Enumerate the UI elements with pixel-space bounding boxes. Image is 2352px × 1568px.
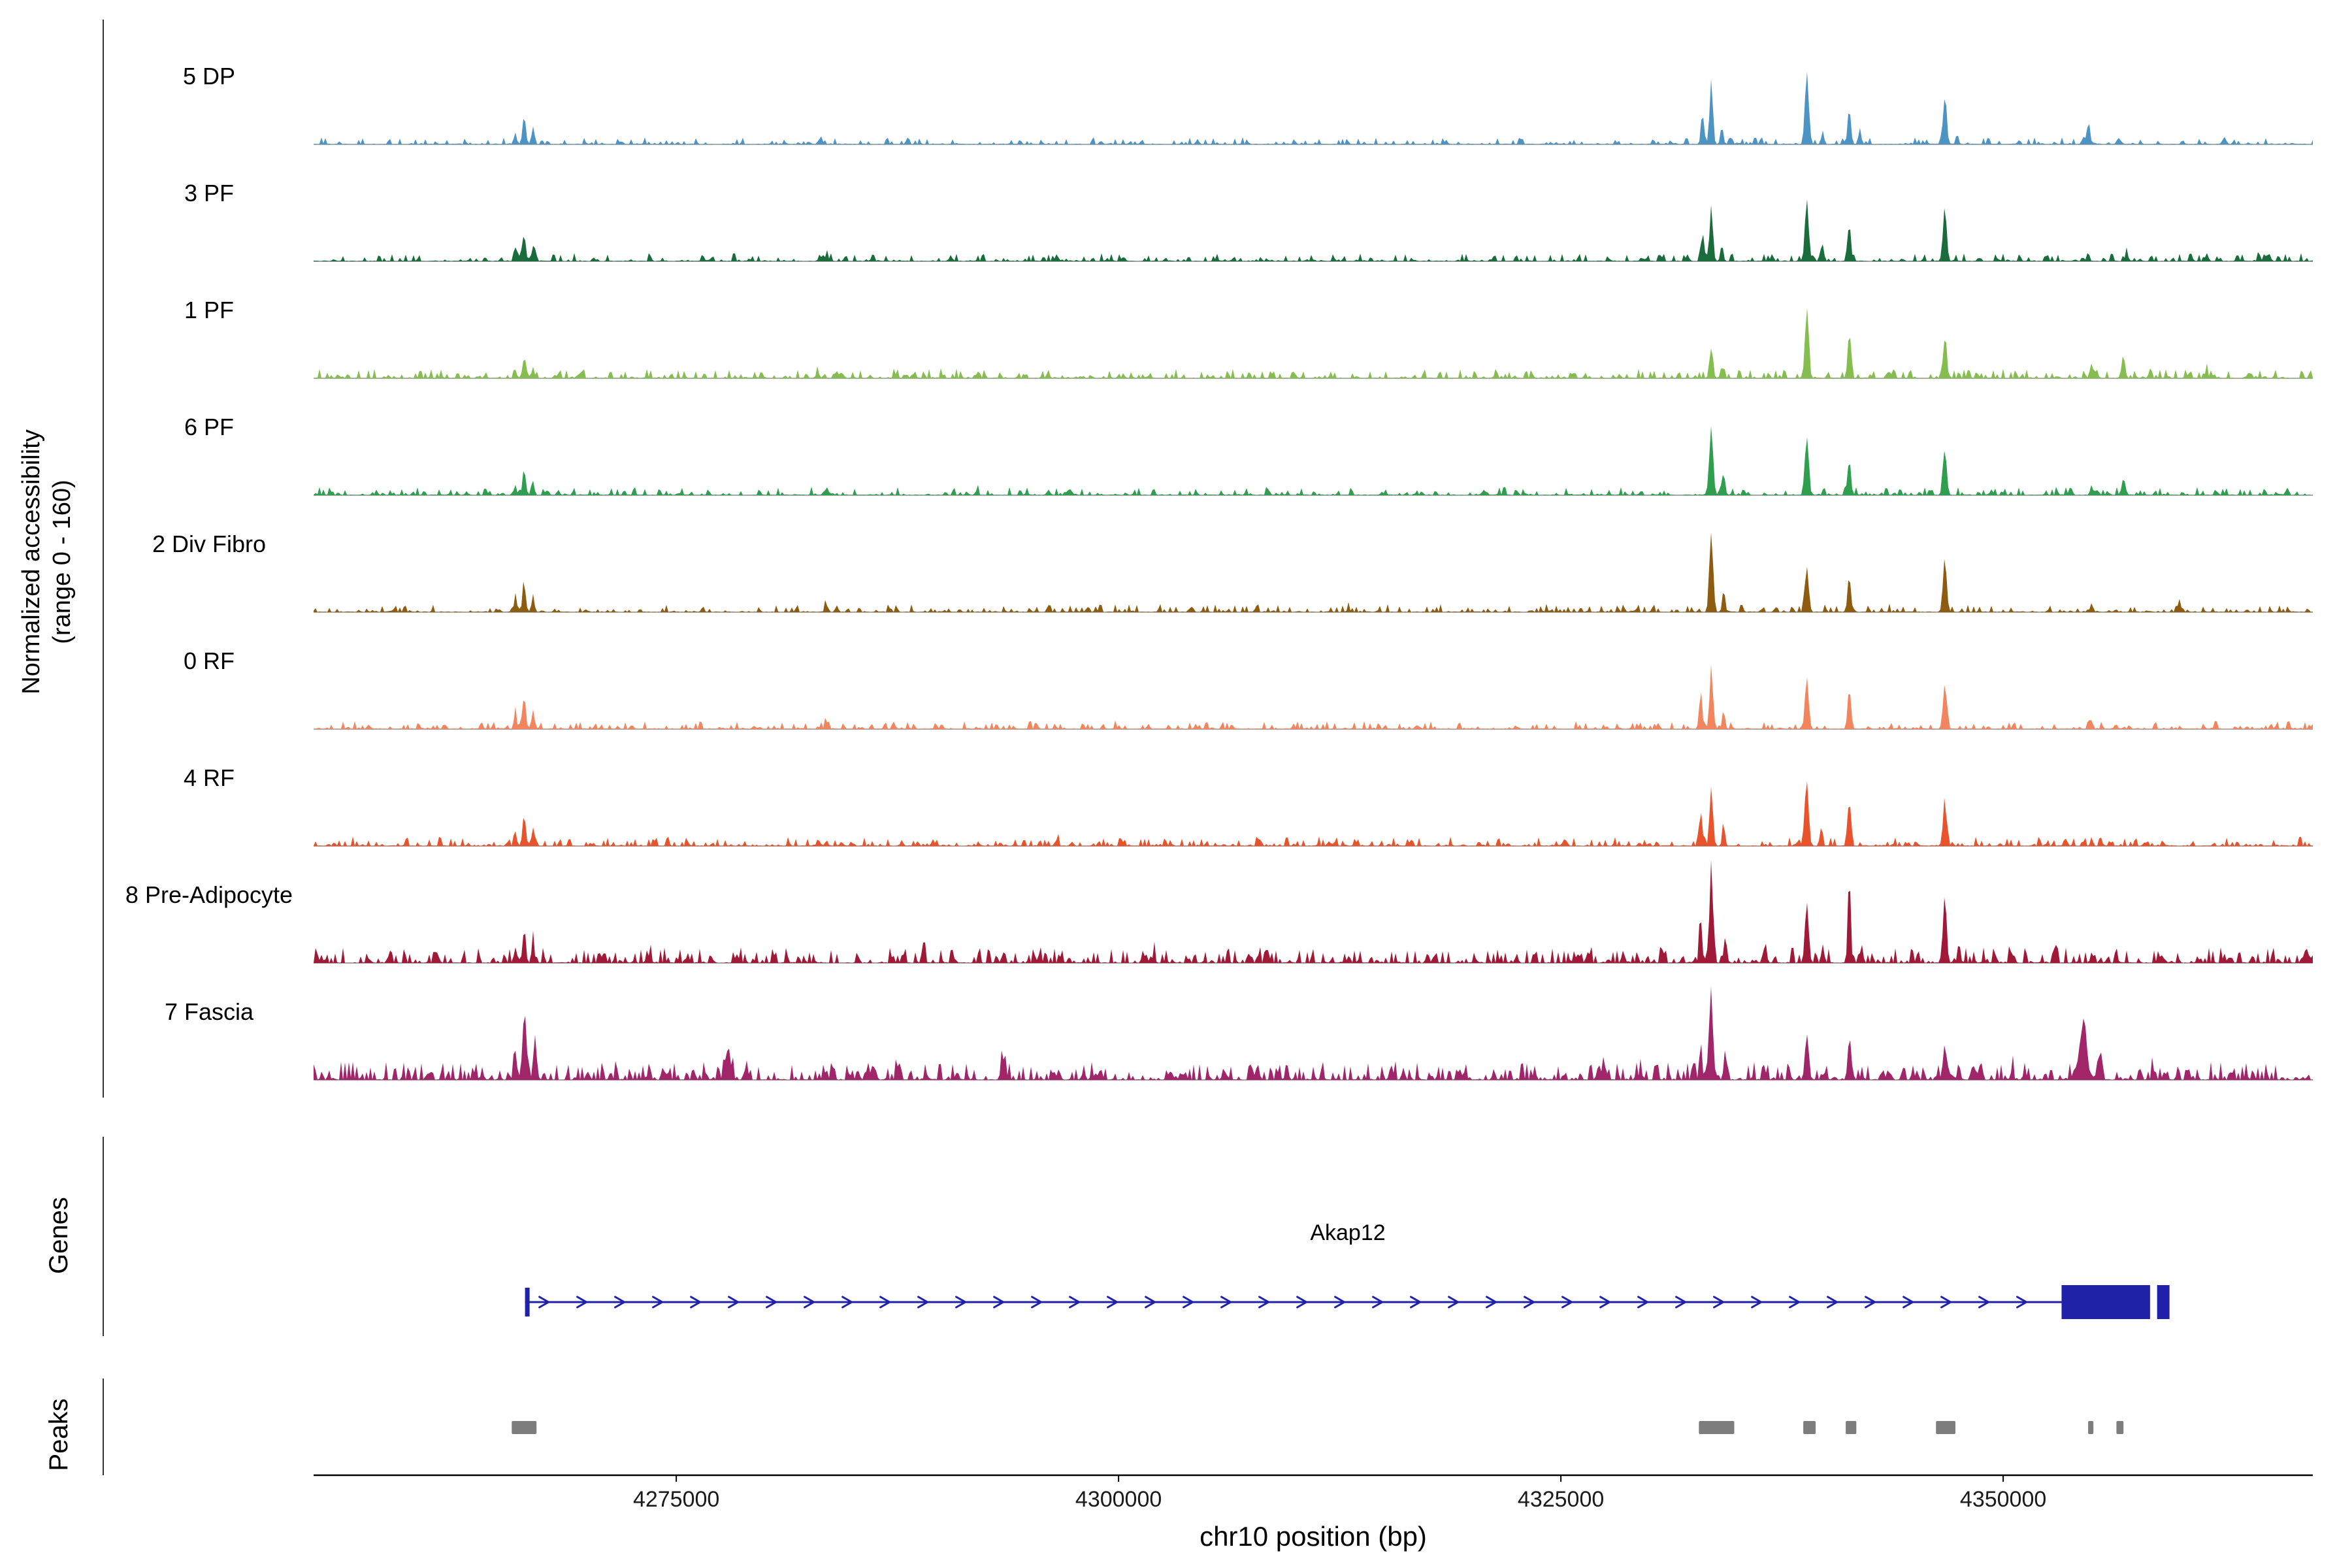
gene-strand-arrow-icon: [804, 1296, 816, 1309]
gene-strand-arrow-icon: [728, 1296, 740, 1309]
gene-strand-arrow-icon: [538, 1296, 551, 1309]
gene-strand-arrow-icon: [955, 1296, 968, 1309]
gene-strand-arrow-icon: [1183, 1296, 1195, 1309]
gene-exon: [2157, 1285, 2170, 1319]
gene-strand-arrow-icon: [1827, 1296, 1839, 1309]
gene-strand-arrow-icon: [1069, 1296, 1081, 1309]
gene-strand-arrow-icon: [1258, 1296, 1271, 1309]
track-label: 3 PF: [184, 180, 235, 206]
gene-strand-arrow-icon: [1107, 1296, 1119, 1309]
gene-strand-arrow-icon: [1031, 1296, 1043, 1309]
gene-strand-arrow-icon: [1372, 1296, 1384, 1309]
track-signal-4: [314, 532, 2313, 612]
track-signal-2: [314, 307, 2313, 378]
gene-strand-arrow-icon: [1637, 1296, 1650, 1309]
peak-box: [2088, 1421, 2094, 1434]
peak-box: [1846, 1421, 1857, 1434]
track-label: 8 Pre-Adipocyte: [125, 881, 293, 908]
track-label: 5 DP: [182, 63, 236, 90]
gene-strand-arrow-icon: [879, 1296, 892, 1309]
track-label: 6 PF: [184, 414, 235, 440]
gene-strand-arrow-icon: [993, 1296, 1005, 1309]
track-label: 1 PF: [184, 297, 235, 323]
peak-box: [2116, 1421, 2124, 1434]
track-signal-1: [314, 199, 2313, 261]
gene-strand-arrow-icon: [1940, 1296, 1953, 1309]
gene-strand-arrow-icon: [1486, 1296, 1498, 1309]
gene-strand-arrow-icon: [841, 1296, 854, 1309]
gene-strand-arrow-icon: [1145, 1296, 1157, 1309]
gene-strand-arrow-icon: [1978, 1296, 1991, 1309]
track-label: 4 RF: [183, 764, 235, 791]
gene-strand-arrow-icon: [1675, 1296, 1688, 1309]
track-signal-6: [314, 781, 2313, 846]
gene-strand-arrow-icon: [690, 1296, 702, 1309]
gene-strand-arrow-icon: [614, 1296, 627, 1309]
gene-strand-arrow-icon: [917, 1296, 930, 1309]
x-tick-label: 4350000: [1959, 1487, 2047, 1512]
gene-exon: [2061, 1285, 2150, 1319]
gene-strand-arrow-icon: [1599, 1296, 1612, 1309]
peak-box: [512, 1421, 537, 1434]
x-tick-label: 4300000: [1075, 1487, 1162, 1512]
track-label: 0 RF: [183, 647, 235, 674]
peak-box: [1699, 1421, 1735, 1434]
track-signal-7: [314, 860, 2313, 963]
gene-strand-arrow-icon: [1903, 1296, 1915, 1309]
peak-box: [1936, 1421, 1955, 1434]
x-tick-label: 4325000: [1517, 1487, 1605, 1512]
gene-strand-arrow-icon: [1448, 1296, 1460, 1309]
gene-name-label: Akap12: [1310, 1220, 1386, 1245]
gene-strand-arrow-icon: [1865, 1296, 1877, 1309]
track-signal-8: [314, 986, 2313, 1080]
gene-strand-arrow-icon: [1524, 1296, 1536, 1309]
peak-box: [1803, 1421, 1816, 1434]
track-label: 2 Div Fibro: [152, 531, 267, 557]
track-signal-0: [314, 71, 2313, 144]
gene-strand-arrow-icon: [576, 1296, 589, 1309]
gene-strand-arrow-icon: [1334, 1296, 1347, 1309]
gene-strand-arrow-icon: [2016, 1296, 2029, 1309]
gene-strand-arrow-icon: [1296, 1296, 1309, 1309]
gene-strand-arrow-icon: [1751, 1296, 1763, 1309]
gene-strand-arrow-icon: [652, 1296, 664, 1309]
x-tick-label: 4275000: [632, 1487, 720, 1512]
track-signal-5: [314, 664, 2313, 729]
track-signal-3: [314, 425, 2313, 495]
x-axis-title: chr10 position (bp): [1200, 1521, 1427, 1552]
gene-exon: [525, 1288, 530, 1316]
gene-strand-arrow-icon: [1410, 1296, 1422, 1309]
track-label: 7 Fascia: [164, 998, 254, 1025]
gene-strand-arrow-icon: [1220, 1296, 1233, 1309]
gene-strand-arrow-icon: [1713, 1296, 1725, 1309]
gene-strand-arrow-icon: [766, 1296, 778, 1309]
gene-strand-arrow-icon: [1561, 1296, 1574, 1309]
gene-strand-arrow-icon: [1789, 1296, 1801, 1309]
